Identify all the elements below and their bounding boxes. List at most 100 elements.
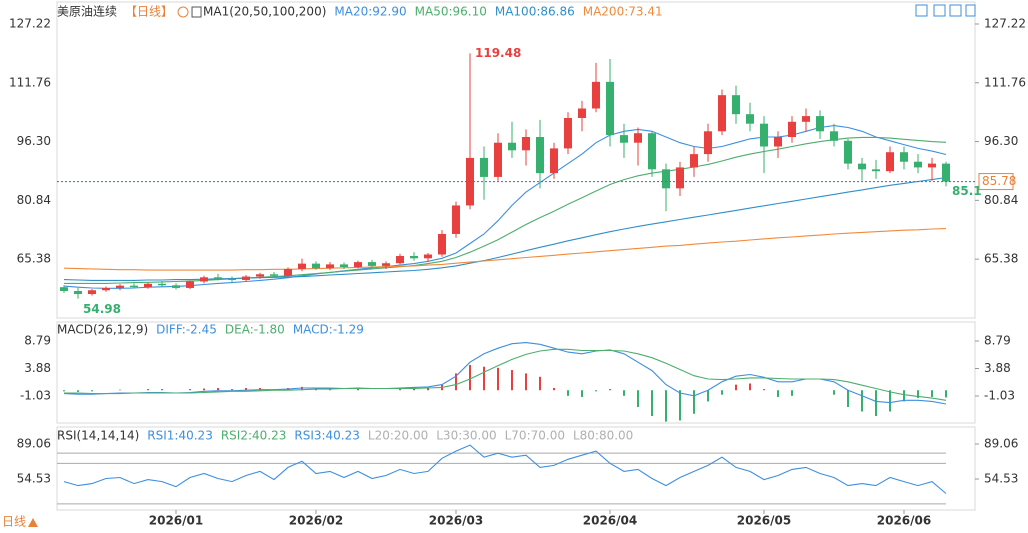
candle-body: [718, 95, 726, 132]
icon-toggle[interactable]: [177, 6, 189, 18]
x-tick-label: 2026/03: [429, 514, 483, 528]
candle-body: [732, 95, 740, 115]
low-label: 54.98: [83, 302, 121, 316]
y-tick-label-right: 127.22: [984, 16, 1026, 30]
y-tick-label-left: 3.88: [24, 361, 51, 375]
candle-body: [396, 256, 404, 264]
candle-body: [816, 116, 824, 132]
rsi-line: [63, 444, 947, 494]
legend-text: 【日线】: [125, 5, 173, 19]
moving-average-line: [63, 125, 947, 289]
rsi-frame: [56, 426, 976, 511]
legend-text: L70:70.00: [505, 429, 565, 443]
legend-text: 美原油连续: [57, 4, 117, 19]
candle-body: [130, 285, 138, 288]
y-tick-label-left: -1.03: [20, 388, 51, 402]
moving-average-line: [63, 176, 947, 281]
icon-ma-settings[interactable]: [191, 6, 202, 18]
legend-text: L30:30.00: [436, 429, 496, 443]
y-tick-label-left: 80.84: [17, 193, 51, 207]
macd-frame: [56, 321, 976, 424]
moving-average-line: [64, 136, 947, 284]
icon-pan[interactable]: [933, 4, 946, 17]
candle-body: [60, 287, 68, 292]
candle-body: [704, 131, 712, 155]
candle-body: [830, 131, 838, 141]
candle-body: [676, 167, 684, 189]
y-tick-label-left: 127.22: [9, 16, 51, 30]
legend-text: RSI1:40.23: [147, 429, 213, 443]
legend-text: L20:20.00: [368, 429, 428, 443]
candle-body: [410, 256, 418, 259]
candle-body: [746, 114, 754, 124]
icon-zoom[interactable]: [915, 4, 928, 17]
x-tick-label: 2026/01: [149, 514, 203, 528]
candle-body: [74, 291, 82, 295]
candle-body: [242, 276, 250, 280]
candle-body: [200, 277, 208, 282]
candle-body: [774, 137, 782, 147]
candle-body: [424, 254, 432, 259]
price-frame: [56, 1, 976, 319]
y-tick-label-left: 111.76: [9, 75, 51, 89]
y-tick-label-right: 3.88: [984, 361, 1011, 375]
ma-clipped-label: 85.1: [952, 184, 982, 198]
y-tick-label-right: 8.79: [984, 333, 1011, 347]
legend-text: DIFF:-2.45: [156, 323, 217, 337]
candle-body: [270, 274, 278, 276]
candle-body: [354, 262, 362, 268]
macd-line: [64, 348, 947, 401]
candle-body: [172, 285, 180, 288]
candle-body: [340, 264, 348, 268]
legend-text: RSI3:40.23: [294, 429, 360, 443]
legend-text: MA50:96.10: [415, 5, 487, 19]
candle-body: [508, 142, 516, 151]
y-tick-label-left: 65.38: [17, 252, 51, 266]
candle-body: [886, 152, 894, 172]
macd-line: [63, 342, 947, 405]
icon-settings[interactable]: [949, 4, 962, 17]
candle-body: [760, 123, 768, 147]
candle-body: [284, 268, 292, 276]
candle-body: [494, 142, 502, 177]
candle-body: [620, 135, 628, 143]
last-price-label: 85.78: [982, 174, 1016, 188]
legend-text: RSI(14,14,14): [57, 429, 139, 443]
y-tick-label-right: 111.76: [984, 75, 1026, 89]
candle-body: [928, 163, 936, 168]
candle-body: [578, 108, 586, 118]
candle-body: [942, 163, 950, 182]
y-tick-label-left: 89.06: [17, 436, 51, 450]
moving-average-line: [63, 228, 947, 271]
y-tick-label-left: 8.79: [24, 333, 51, 347]
candle-body: [452, 205, 460, 234]
candle-body: [648, 133, 656, 170]
candle-body: [88, 290, 96, 295]
last-price-box: [978, 173, 1014, 191]
x-tick-label: 2026/05: [737, 514, 791, 528]
candle-body: [900, 152, 908, 162]
candle-body: [662, 169, 670, 189]
y-tick-label-right: 96.30: [984, 134, 1018, 148]
icon-close[interactable]: [965, 4, 976, 17]
footer-period[interactable]: 日线: [2, 515, 26, 529]
candle-body: [312, 263, 320, 269]
candle-body: [480, 157, 488, 177]
candle-body: [606, 81, 614, 136]
footer-arrow[interactable]: [28, 518, 38, 527]
high-label: 119.48: [475, 46, 521, 60]
legend-text: MA1(20,50,100,200): [203, 5, 326, 19]
candle-body: [914, 161, 922, 168]
candle-body: [186, 281, 194, 288]
candle-body: [844, 140, 852, 164]
y-tick-label-right: 65.38: [984, 252, 1018, 266]
candle-body: [858, 163, 866, 170]
candle-body: [522, 137, 530, 151]
x-tick-label: 2026/06: [877, 514, 931, 528]
y-tick-label-right: -1.03: [984, 388, 1015, 402]
candle-body: [690, 154, 698, 168]
legend-text: MACD(26,12,9): [57, 323, 148, 337]
